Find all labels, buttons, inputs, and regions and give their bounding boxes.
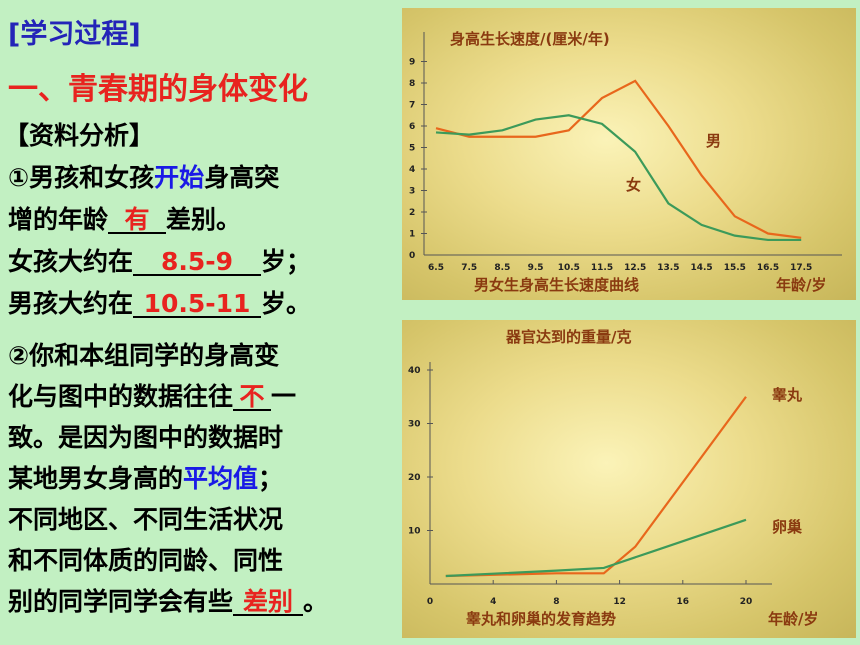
q2-line-2: 化与图中的数据往往不一 [8, 382, 297, 411]
q2-line-4: 某地男女身高的平均值； [8, 464, 284, 493]
q2-line-1: ②你和本组同学的身高变 [8, 341, 280, 370]
answer-blank-girl-age: 8.5-9 [133, 249, 262, 276]
chart-1-x-unit: 年龄/岁 [776, 276, 826, 294]
height-growth-chart: 身高生长速度/(厘米/年) 0 1 2 3 4 5 6 7 8 9 6.5 7.5 8.5 9.5 10.5 1… [402, 8, 856, 300]
q1-line-4: 男孩大约在 10.5-11 岁。 [8, 289, 312, 318]
chart-1-y-tick-label: 7 [409, 101, 415, 111]
chart-1-x-tick-label: 15.5 [724, 263, 746, 273]
height-growth-chart-svg: 身高生长速度/(厘米/年) 0 1 2 3 4 5 6 7 8 9 6.5 7.5 8.5 9.5 10.5 1… [409, 30, 842, 294]
chart-1-x-tick-label: 14.5 [690, 263, 712, 273]
chart-2-title: 器官达到的重量/克 [505, 328, 631, 346]
q1-line-1: ①男孩和女孩开始身高突 [8, 163, 280, 192]
chart-1-y-tick-label: 8 [409, 79, 415, 89]
chart-1-y-tick-label: 0 [409, 251, 415, 261]
chart-2-series-line-ovary [445, 518, 747, 578]
chart-1-x-tick-label: 8.5 [494, 263, 510, 273]
chart-1-x-caption: 男女生身高生长速度曲线 [474, 276, 639, 294]
chart-1-series-label-boys: 男 [706, 132, 721, 150]
chart-2-x-tick-label: 0 [427, 597, 433, 607]
chart-2-x-tick-label: 8 [553, 597, 559, 607]
chart-1-x-tick-label: 13.5 [657, 263, 679, 273]
chart-2-y-tick-label: 30 [408, 420, 421, 430]
chart-1-x-tick-label: 16.5 [757, 263, 779, 273]
chart-1-x-tick-label: 11.5 [591, 263, 613, 273]
chart-1-x-tick-label: 6.5 [428, 263, 444, 273]
answer-blank-not: 不 [233, 384, 272, 411]
data-analysis-subheading: 【资料分析】 [4, 121, 155, 150]
chart-2-y-tick-label: 40 [408, 366, 421, 376]
chart-1-x-tick-label: 10.5 [558, 263, 580, 273]
chart-1-title: 身高生长速度/(厘米/年) [450, 30, 610, 48]
chart-2-series-label-ovary: 卵巢 [772, 518, 802, 536]
chart-2-series-line-testis [445, 396, 747, 578]
organ-weight-chart: 器官达到的重量/克 10 20 30 40 0 4 8 12 16 20 睾丸卵巢睾丸和卵巢的发育趋势… [402, 320, 856, 638]
text-panel: [学习过程] 一、青春期的身体变化 【资料分析】 ①男孩和女孩开始身高突 增的年… [0, 0, 400, 645]
chart-2-series-label-testis: 睾丸 [772, 386, 803, 404]
lesson-heading: [学习过程] [8, 19, 141, 50]
chart-1-y-tick-label: 5 [409, 144, 415, 154]
emphasis-start: 开始 [154, 163, 205, 192]
answer-blank-differ: 有 [108, 207, 167, 234]
chart-1-x-tick-label: 17.5 [790, 263, 812, 273]
chart-1-x-tick-label: 9.5 [528, 263, 544, 273]
chart-2-x-tick-label: 16 [677, 597, 690, 607]
chart-1-y-tick-label: 3 [409, 187, 415, 197]
chart-1-series-line-girls [435, 114, 802, 242]
q1-line-2: 增的年龄有差别。 [8, 205, 242, 234]
chart-1-y-tick-label: 1 [409, 230, 415, 240]
chart-2-x-unit: 年龄/岁 [768, 610, 818, 628]
chart-2-y-tick-label: 10 [408, 527, 421, 537]
chart-2-x-tick-label: 20 [740, 597, 753, 607]
q2-line-5: 不同地区、不同生活状况 [8, 505, 284, 534]
chart-2-x-tick-label: 12 [613, 597, 626, 607]
chart-1-y-tick-label: 9 [409, 58, 415, 68]
answer-blank-difference: 差别 [233, 589, 304, 616]
chart-1-series-line-boys [435, 79, 802, 239]
q2-line-6: 和不同体质的同龄、同性 [8, 546, 284, 575]
section-title: 一、青春期的身体变化 [8, 72, 308, 107]
organ-weight-chart-svg: 器官达到的重量/克 10 20 30 40 0 4 8 12 16 20 睾丸卵巢睾丸和卵巢的发育趋势… [408, 328, 818, 628]
chart-1-x-tick-label: 12.5 [624, 263, 646, 273]
chart-1-series-label-girls: 女 [626, 176, 641, 194]
chart-2-x-tick-label: 4 [490, 597, 496, 607]
q2-line-3: 致。是因为图中的数据时 [8, 423, 284, 452]
chart-1-y-tick-label: 6 [409, 122, 415, 132]
q2-line-7: 别的同学同学会有些 差别。 [8, 587, 329, 616]
q1-line-3: 女孩大约在 8.5-9 岁； [8, 247, 312, 276]
chart-1-y-tick-label: 4 [409, 165, 415, 175]
chart-2-y-tick-label: 20 [408, 473, 421, 483]
emphasis-average: 平均值 [183, 464, 259, 493]
chart-1-y-tick-label: 2 [409, 208, 415, 218]
chart-1-x-tick-label: 7.5 [461, 263, 477, 273]
answer-blank-boy-age: 10.5-11 [133, 291, 262, 318]
chart-2-x-caption: 睾丸和卵巢的发育趋势 [466, 610, 616, 628]
